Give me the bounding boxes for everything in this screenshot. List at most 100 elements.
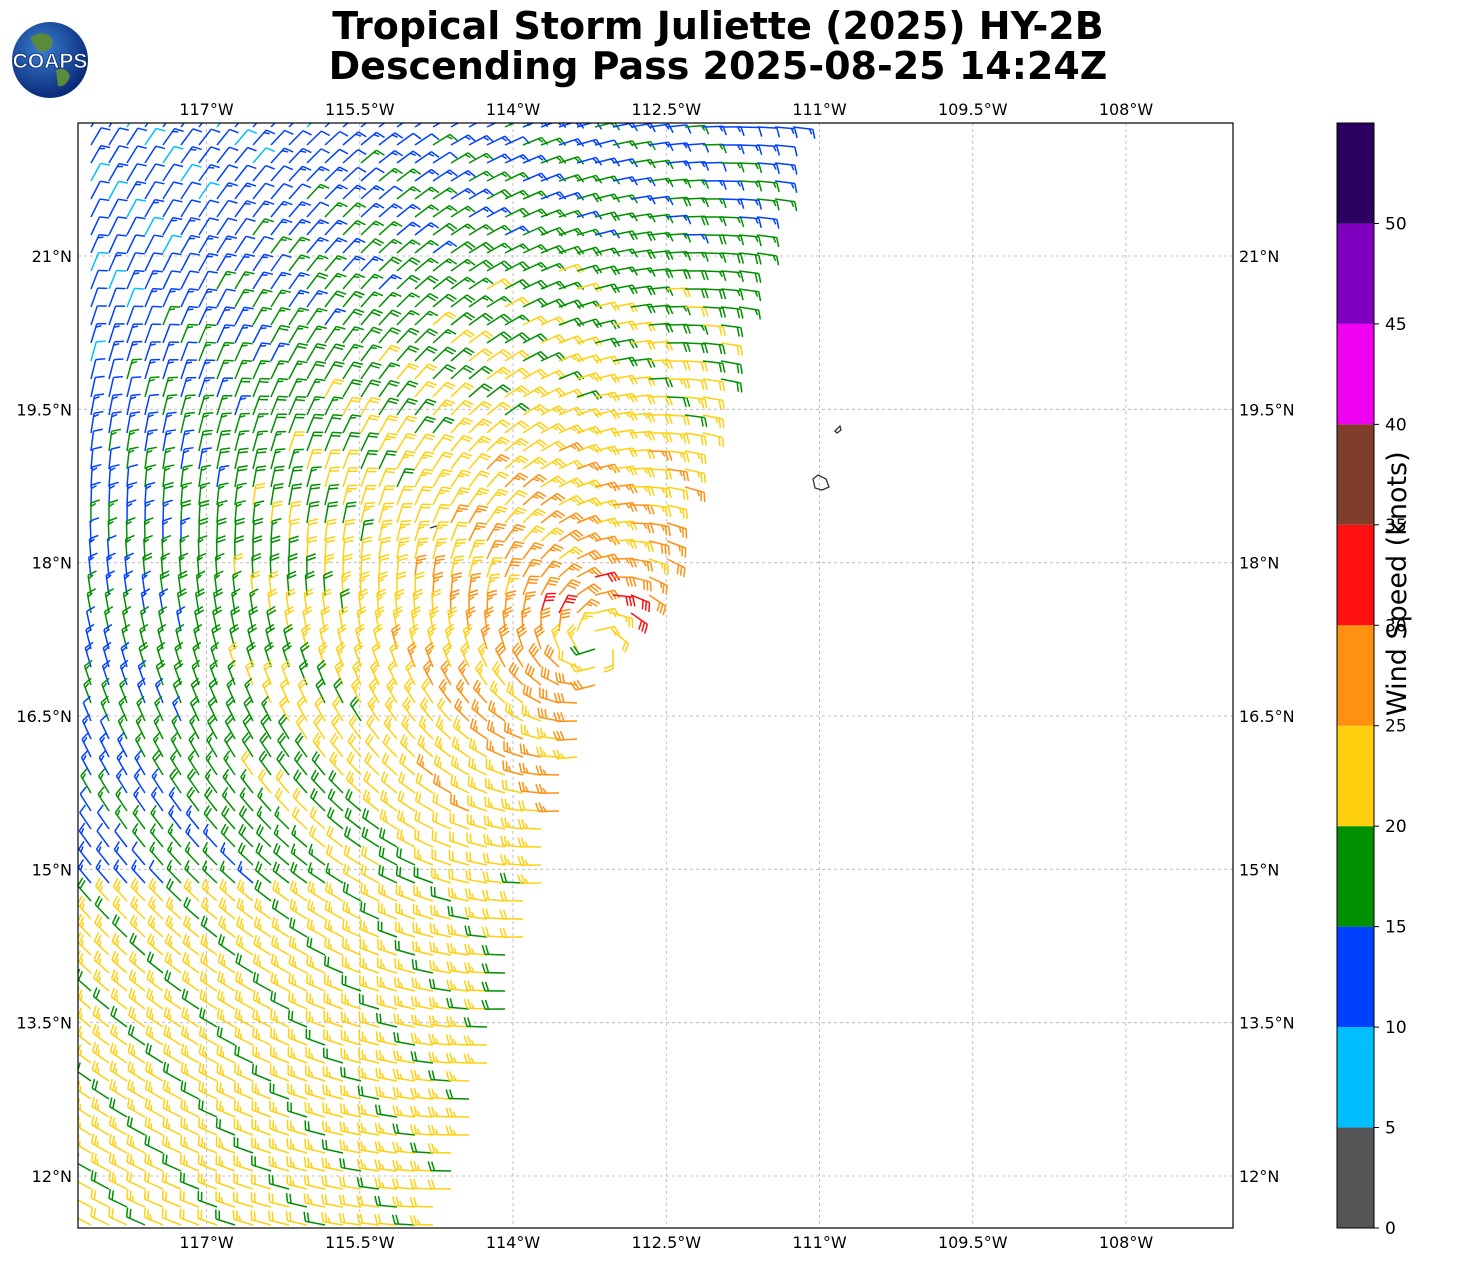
wind-barb	[444, 623, 455, 650]
wind-barb	[630, 467, 656, 478]
wind-barb	[215, 1117, 236, 1136]
wind-barb	[148, 877, 164, 902]
wind-barb	[684, 288, 709, 299]
wind-barb	[252, 971, 272, 992]
wind-barb	[138, 641, 149, 668]
wind-barb	[309, 806, 326, 830]
wind-barb	[468, 400, 493, 416]
wind-barb	[175, 623, 185, 650]
wind-barb	[576, 282, 603, 293]
wind-barb	[411, 977, 434, 992]
wind-barb	[270, 324, 291, 344]
wind-barb	[481, 963, 506, 974]
wind-barb	[234, 217, 256, 236]
wind-barb	[235, 971, 254, 992]
wind-barb	[432, 151, 458, 164]
wind-barb	[270, 360, 290, 380]
wind-barb	[386, 678, 398, 704]
wind-barb	[324, 308, 346, 326]
wind-barb	[288, 130, 312, 146]
wind-barb	[127, 1061, 146, 1082]
wind-barb	[132, 804, 146, 830]
wind-barb	[518, 762, 542, 776]
wind-barb	[446, 997, 470, 1010]
wind-barb	[378, 864, 398, 884]
wind-barb	[144, 145, 166, 164]
wind-barb	[612, 302, 638, 313]
wind-barb	[396, 239, 421, 254]
wind-barb	[378, 485, 395, 506]
wind-barb	[216, 341, 235, 362]
wind-barb	[411, 959, 434, 974]
wind-barb	[702, 342, 726, 355]
wind-barb	[398, 753, 416, 776]
wind-barb	[252, 129, 276, 146]
wind-barb	[432, 571, 444, 596]
wind-barb	[482, 889, 506, 902]
wind-barb	[252, 123, 258, 128]
wind-barb	[468, 365, 493, 380]
wind-barb	[481, 999, 506, 1010]
title-line-2: Descending Pass 2025-08-25 14:24Z	[328, 44, 1108, 88]
wind-barb	[450, 774, 470, 794]
wind-barb	[468, 418, 493, 434]
wind-barb	[366, 714, 380, 740]
wind-barb	[504, 385, 530, 398]
wind-barb	[352, 659, 362, 686]
wind-barb	[468, 277, 494, 290]
wind-barb	[393, 1031, 416, 1046]
wind-barb	[150, 804, 164, 830]
wind-barb	[612, 410, 638, 422]
wind-barb	[360, 519, 374, 542]
wind-barb	[252, 218, 275, 236]
wind-barb	[558, 477, 585, 488]
wind-barb	[499, 872, 524, 884]
wind-barb	[305, 1028, 326, 1046]
wind-barb	[144, 234, 164, 254]
wind-barb	[612, 483, 638, 494]
lat-tick-label-left: 15°N	[32, 860, 72, 879]
wind-barb	[540, 576, 561, 596]
wind-barb	[396, 186, 422, 200]
wind-barb	[113, 859, 128, 884]
wind-barb	[338, 606, 349, 632]
wind-barb	[499, 927, 524, 938]
wind-barb	[702, 161, 727, 172]
wind-barb	[357, 1085, 380, 1100]
wind-barb	[337, 623, 348, 650]
wind-barb	[540, 191, 567, 200]
wind-barb	[486, 540, 505, 560]
wind-barb	[410, 1014, 434, 1028]
wind-barb	[361, 808, 380, 830]
wind-barb	[666, 396, 691, 408]
wind-barb	[83, 677, 92, 704]
wind-barb	[328, 769, 344, 794]
wind-barb	[210, 641, 220, 668]
wind-barb	[270, 307, 291, 326]
wind-barb	[414, 363, 438, 380]
wind-barb	[414, 468, 434, 488]
wind-barb	[322, 1102, 344, 1118]
wind-barb	[108, 127, 129, 146]
wind-barb	[253, 934, 272, 956]
wind-barb	[576, 611, 595, 632]
wind-barb	[78, 932, 92, 956]
colorbar-tick-label: 20	[1385, 817, 1407, 837]
wind-barb	[269, 1027, 290, 1046]
wind-barb	[360, 484, 377, 506]
wind-barb	[405, 659, 416, 686]
wind-barb	[432, 328, 457, 344]
wind-barb	[558, 608, 571, 632]
wind-barb	[162, 123, 167, 128]
wind-barb	[576, 228, 603, 238]
wind-barb	[183, 878, 200, 902]
wind-barb	[450, 205, 476, 218]
wind-barb	[432, 187, 458, 200]
wind-barb	[149, 841, 164, 866]
wind-barb	[630, 594, 651, 613]
wind-barb	[360, 864, 380, 884]
wind-barb	[450, 294, 476, 308]
wind-barb	[391, 1214, 416, 1226]
wind-barb	[90, 393, 105, 416]
wind-barb	[287, 1083, 308, 1100]
